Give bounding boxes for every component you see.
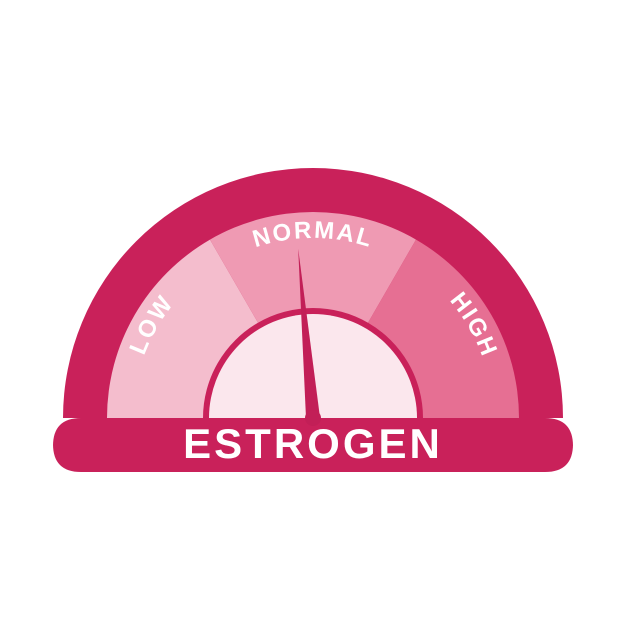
estrogen-gauge: LOW NORMAL HIGH ESTROGEN [53, 138, 573, 488]
main-label: ESTROGEN [183, 420, 443, 467]
